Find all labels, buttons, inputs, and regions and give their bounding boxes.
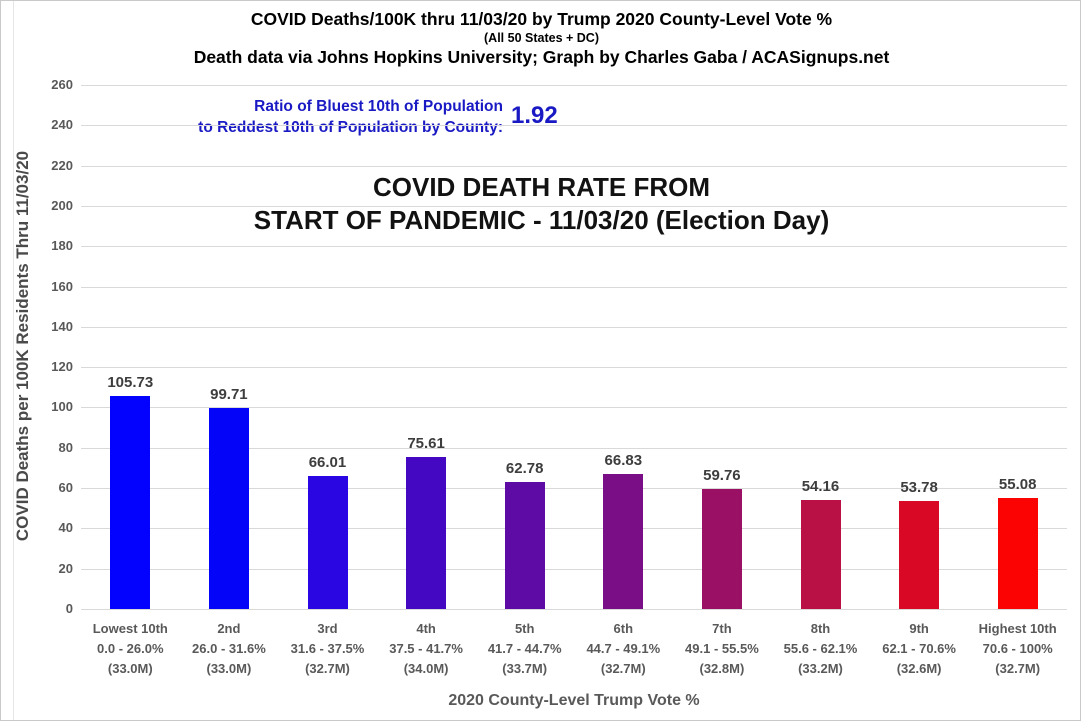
- bar: [603, 474, 644, 609]
- bar-value-label: 105.73: [107, 373, 154, 391]
- chart-title: COVID Deaths/100K thru 11/03/20 by Trump…: [250, 9, 833, 29]
- ratio-callout: Ratio of Bluest 10th of Population to Re…: [101, 96, 503, 138]
- gridline: [81, 367, 1067, 368]
- gridline: [81, 246, 1067, 247]
- bar-value-label: 75.61: [407, 434, 445, 452]
- bar-value-label: 54.16: [801, 477, 840, 495]
- gridline: [81, 488, 1067, 489]
- y-tick-label: 40: [58, 520, 73, 535]
- chart-credit: Death data via Johns Hopkins University;…: [193, 47, 890, 67]
- bar-value-label: 55.08: [998, 475, 1037, 493]
- chart-subtitle: (All 50 States + DC): [484, 31, 599, 45]
- x-category-label: 4th 37.5 - 41.7% (34.0M): [389, 621, 463, 676]
- y-tick-label: 80: [58, 440, 73, 455]
- bar: [208, 408, 249, 609]
- bar-value-label: 53.78: [900, 478, 938, 496]
- y-tick-label: 100: [51, 399, 73, 414]
- bar: [899, 500, 940, 609]
- bar: [800, 499, 841, 609]
- bar-value-label: 62.78: [505, 460, 544, 478]
- plot-annotation: COVID DEATH RATE FROM START OF PANDEMIC …: [1, 171, 1080, 237]
- y-tick-label: 260: [51, 77, 73, 92]
- y-tick-label: 160: [51, 279, 73, 294]
- plot-annotation-line1: COVID DEATH RATE FROM: [372, 172, 711, 202]
- bar: [406, 456, 447, 609]
- y-tick-label: 0: [65, 601, 73, 616]
- plot-annotation-line2: START OF PANDEMIC - 11/03/20 (Election D…: [253, 205, 830, 235]
- y-tick-label: 20: [58, 561, 73, 576]
- gridline: [81, 528, 1067, 529]
- x-category-label: 3rd 31.6 - 37.5% (32.7M): [290, 621, 365, 676]
- gridline: [81, 125, 1067, 126]
- gridline: [81, 609, 1067, 610]
- gridline: [81, 85, 1067, 86]
- x-category-label: 6th 44.7 - 49.1% (32.7M): [586, 621, 661, 676]
- gridline: [81, 166, 1067, 167]
- bar-value-label: 99.71: [210, 386, 248, 404]
- gridline: [81, 407, 1067, 408]
- ratio-value: 1.92: [511, 102, 558, 129]
- chart-frame-edge: [13, 1, 14, 720]
- bar: [307, 475, 348, 609]
- bar-value-label: 66.01: [308, 453, 347, 471]
- gridline: [81, 287, 1067, 288]
- bar: [110, 395, 151, 609]
- gridline: [81, 448, 1067, 449]
- gridline: [81, 569, 1067, 570]
- x-category-label: 7th 49.1 - 55.5% (32.8M): [685, 621, 759, 676]
- y-tick-label: 60: [58, 480, 73, 495]
- y-tick-label: 180: [51, 238, 73, 253]
- y-tick-label: 200: [51, 198, 73, 213]
- y-tick-label: 220: [51, 158, 73, 173]
- bar: [504, 482, 545, 609]
- x-category-label: Highest 10th 70.6 - 100% (32.7M): [978, 621, 1057, 676]
- x-category-label: 9th 62.1 - 70.6% (32.6M): [882, 621, 956, 676]
- bar-value-label: 66.83: [604, 452, 643, 470]
- ratio-callout-line2: to Reddest 10th of Population by County:: [198, 119, 503, 136]
- gridline: [81, 327, 1067, 328]
- x-category-label: Lowest 10th 0.0 - 26.0% (33.0M): [92, 621, 168, 676]
- x-category-label: 2nd 26.0 - 31.6% (33.0M): [192, 621, 266, 676]
- gridline: [81, 206, 1067, 207]
- y-tick-label: 240: [51, 117, 73, 132]
- ratio-callout-line1: Ratio of Bluest 10th of Population: [254, 98, 503, 115]
- y-tick-label: 120: [51, 359, 73, 374]
- y-tick-label: 140: [51, 319, 73, 334]
- x-axis-title: 2020 County-Level Trump Vote %: [448, 692, 700, 709]
- chart-header: COVID Deaths/100K thru 11/03/20 by Trump…: [1, 9, 1080, 68]
- bar-value-label: 59.76: [703, 466, 741, 484]
- x-category-label: 5th 41.7 - 44.7% (33.7M): [487, 621, 562, 676]
- bar: [701, 488, 742, 609]
- bar: [997, 497, 1038, 609]
- x-category-label: 8th 55.6 - 62.1% (33.2M): [783, 621, 858, 676]
